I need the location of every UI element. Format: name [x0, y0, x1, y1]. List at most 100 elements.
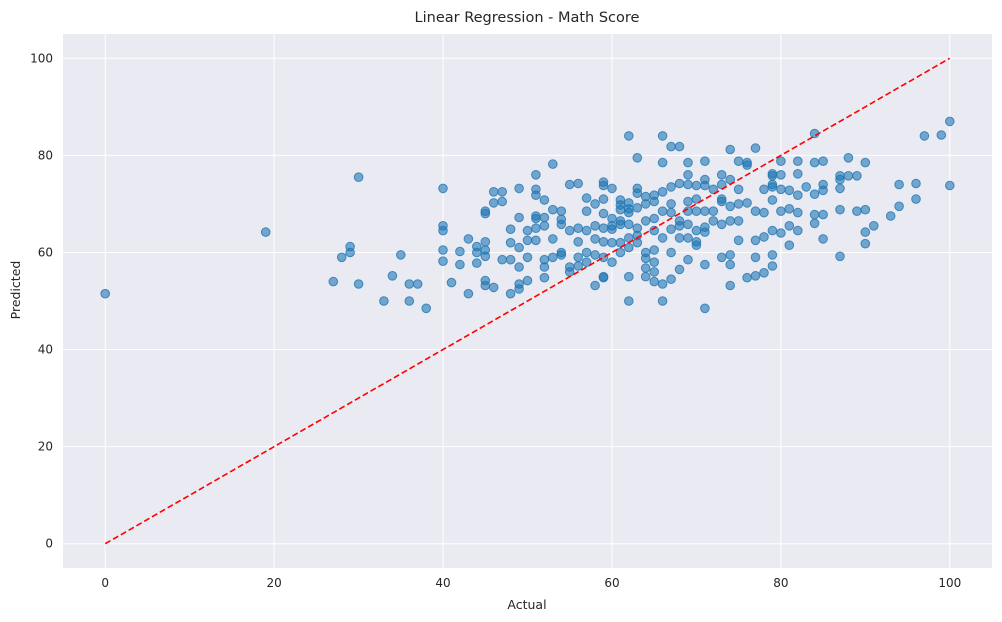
scatter-point [531, 170, 541, 180]
y-tick-label: 0 [45, 537, 53, 551]
x-tick-label: 100 [938, 576, 961, 590]
scatter-point [767, 225, 778, 236]
scatter-point [480, 280, 491, 291]
scatter-point [716, 170, 727, 180]
scatter-point [691, 206, 702, 216]
scatter-point [581, 225, 592, 236]
scatter-point [598, 237, 609, 247]
y-tick-label: 20 [38, 440, 53, 454]
scatter-point [750, 143, 761, 153]
scatter-point [700, 303, 710, 314]
scatter-point [860, 204, 871, 215]
scatter-point [852, 206, 862, 216]
scatter-point [640, 253, 651, 264]
scatter-point [480, 251, 491, 262]
scatter-point [548, 234, 558, 244]
scatter-point [581, 247, 592, 258]
scatter-point [708, 216, 719, 226]
scatter-point [505, 237, 516, 248]
scatter-point [750, 235, 761, 246]
scatter-point [472, 247, 482, 258]
scatter-point [607, 257, 617, 268]
scatter-point [767, 182, 778, 192]
scatter-point [945, 180, 955, 191]
scatter-point [733, 235, 744, 246]
y-tick-label: 60 [38, 245, 53, 259]
scatter-point [539, 195, 550, 205]
scatter-point [505, 254, 516, 265]
scatter-point [691, 180, 702, 191]
scatter-point [564, 225, 575, 236]
scatter-point [716, 196, 727, 207]
scatter-point [860, 227, 871, 237]
scatter-point [725, 144, 736, 155]
scatter-point [776, 206, 786, 216]
scatter-point [598, 252, 609, 263]
scatter-point [793, 169, 803, 179]
scatter-point [666, 247, 676, 258]
scatter-point [776, 170, 786, 180]
scatter-point [379, 296, 389, 306]
scatter-point [649, 245, 660, 255]
scatter-point [472, 258, 482, 268]
scatter-point [632, 237, 643, 248]
scatter-point [716, 219, 727, 230]
scatter-point [260, 227, 271, 237]
scatter-point [573, 223, 584, 233]
scatter-point [708, 184, 719, 195]
scatter-point [522, 275, 533, 286]
scatter-point [573, 261, 584, 271]
chart-title: Linear Regression - Math Score [415, 10, 640, 26]
scatter-point [784, 185, 795, 196]
scatter-point [759, 232, 769, 242]
y-tick-label: 80 [38, 148, 53, 162]
scatter-point [590, 280, 600, 291]
scatter-point [615, 204, 626, 215]
scatter-point [531, 213, 541, 224]
scatter-point [776, 184, 786, 195]
scatter-point [624, 219, 634, 230]
scatter-point [640, 271, 651, 282]
scatter-point [683, 179, 693, 190]
scatter-point [455, 259, 465, 270]
scatter-point [683, 233, 693, 243]
scatter-point [801, 182, 812, 192]
scatter-point [615, 219, 626, 230]
scatter-point [793, 190, 803, 200]
scatter-point [725, 201, 736, 212]
scatter-point [750, 271, 761, 281]
scatter-point [657, 157, 668, 168]
scatter-point [784, 240, 795, 250]
scatter-point [522, 225, 533, 236]
scatter-point [598, 180, 609, 191]
scatter-point [733, 216, 744, 226]
scatter-point [438, 225, 448, 236]
scatter-point [767, 250, 778, 260]
scatter-point [598, 208, 609, 219]
scatter-point [657, 131, 668, 141]
scatter-point [784, 221, 795, 231]
scatter-point [657, 187, 668, 197]
scatter-point [674, 221, 685, 231]
scatter-point [421, 303, 432, 314]
scatter-point [809, 218, 820, 229]
scatter-point [683, 254, 693, 265]
scatter-point [598, 272, 609, 283]
scatter-point [514, 284, 524, 294]
scatter-point [708, 206, 719, 216]
scatter-point [793, 156, 803, 166]
scatter-point [852, 171, 862, 181]
scatter-point [835, 183, 845, 194]
scatter-point [522, 235, 533, 246]
scatter-point [590, 199, 600, 209]
scatter-point [869, 221, 879, 231]
scatter-point [446, 277, 457, 288]
scatter-point [556, 206, 567, 216]
scatter-point [716, 252, 727, 263]
scatter-point [683, 219, 693, 230]
scatter-point [691, 240, 702, 250]
scatter-point [674, 141, 685, 152]
scatter-point [767, 261, 778, 271]
scatter-point [649, 196, 660, 207]
scatter-point [649, 267, 660, 277]
